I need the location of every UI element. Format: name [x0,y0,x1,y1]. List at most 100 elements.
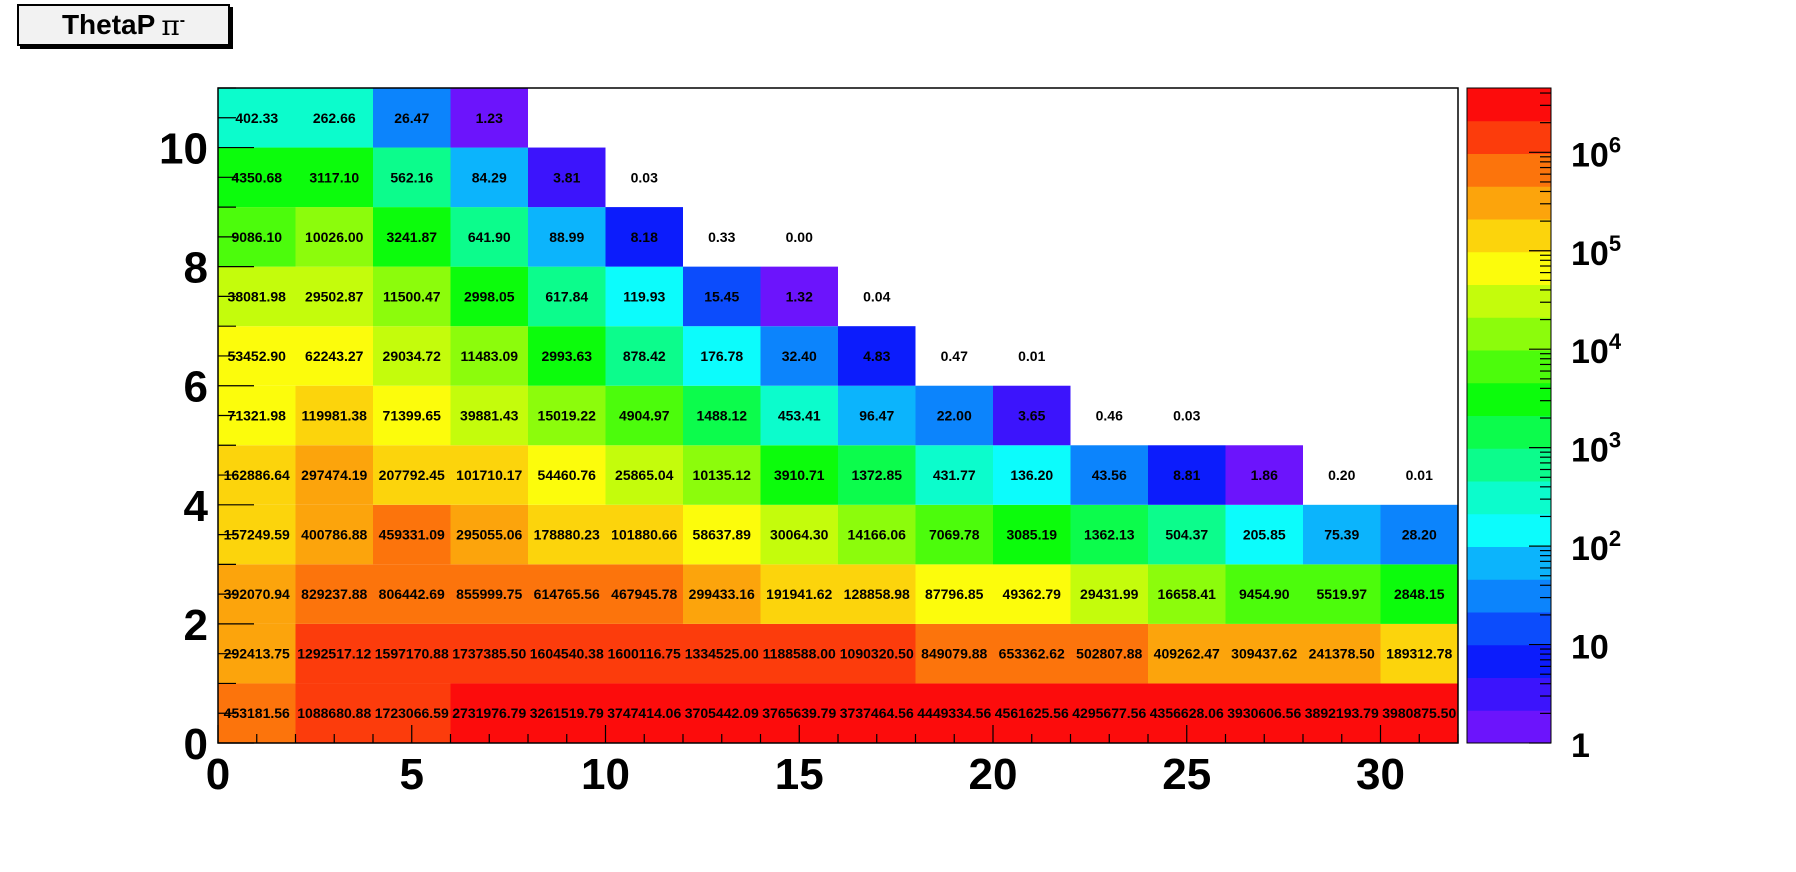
heatmap-cell [605,564,683,624]
heatmap-cell [1148,445,1226,505]
heatmap-cell [1303,683,1381,743]
cell-value-label: 1488.12 [696,408,747,424]
heatmap-cell [295,88,373,148]
cell-value-label: 1723066.59 [375,705,449,721]
heatmap-cell [450,326,528,386]
cell-value-label: 16658.41 [1158,586,1217,602]
heatmap-cell [1303,504,1381,565]
heatmap-cell [760,266,838,327]
cell-value-label: 502807.88 [1076,646,1142,662]
heatmap-cell [760,623,838,684]
cell-value-label: 3910.71 [774,467,825,483]
heatmap-cell [838,623,916,684]
heatmap-cell [450,147,528,208]
cell-value-label: 459331.09 [379,527,445,543]
cell-value-label: 38081.98 [228,288,287,304]
heatmap-cell [450,683,528,743]
cell-value-label: 29502.87 [305,288,364,304]
cell-value-label: 3117.10 [309,169,359,185]
heatmap-cell [683,564,761,624]
cell-value-label: 189312.78 [1386,646,1452,662]
y-tick-label: 8 [184,244,208,293]
heatmap-cell [993,623,1071,684]
cell-value-label: 87796.85 [925,586,984,602]
y-axis: 0 2 4 6 8 10 [159,87,254,769]
cell-value-label: 2998.05 [464,288,515,304]
cell-value-label: 3241.87 [386,229,437,245]
cell-value-label: 617.84 [545,288,588,304]
x-tick-label: 5 [400,750,424,799]
heatmap-cell [915,683,993,743]
cell-value-label: 453181.56 [224,705,290,721]
color-scale-label: 1 [1571,727,1590,765]
cell-value-label: 3.81 [553,169,580,185]
heatmap-cell [373,207,451,267]
color-scale-exponent: 3 [1609,428,1621,453]
color-scale-label: 102 [1571,526,1621,568]
color-scale-band [1467,317,1551,351]
color-scale-label: 10 [1571,629,1609,667]
heatmap-cell [295,623,373,684]
cell-value-label: 641.90 [468,229,511,245]
heatmap-cell [528,326,606,386]
heatmap-cell [295,266,373,327]
cell-value-label: 0.04 [863,288,890,304]
cell-value-label: 241378.50 [1309,646,1375,662]
cell-value-label: 101710.17 [456,467,522,483]
cell-value-label: 297474.19 [301,467,367,483]
heatmap-cell [760,564,838,624]
heatmap-cell [1380,683,1458,743]
color-scale-label: 104 [1571,329,1622,371]
heatmap-cell [1225,504,1303,565]
heatmap-cell [1148,623,1226,684]
heatmap-cell [528,445,606,505]
color-scale-band [1467,579,1551,613]
cell-value-label: 504.37 [1165,527,1208,543]
cell-value-label: 409262.47 [1154,646,1220,662]
heatmap-cell [683,266,761,327]
cell-value-label: 71399.65 [383,408,442,424]
cell-value-label: 2993.63 [541,348,592,364]
heatmap-cell [295,385,373,446]
heatmap-cell [528,147,606,208]
cell-value-label: 0.46 [1096,408,1123,424]
cell-value-label: 4904.97 [619,408,670,424]
cell-value-label: 1090320.50 [840,646,914,662]
heatmap-cell [915,504,993,565]
color-scale-band [1467,186,1551,220]
x-tick-label: 20 [969,750,1018,799]
cell-value-label: 25865.04 [615,467,674,483]
cell-value-label: 191941.62 [766,586,832,602]
cell-value-label: 4350.68 [231,169,282,185]
heatmap-cell [838,504,916,565]
cell-value-label: 62243.27 [305,348,364,364]
cell-value-label: 3930606.56 [1227,705,1301,721]
cell-value-label: 0.47 [941,348,968,364]
cell-value-label: 4449334.56 [917,705,991,721]
color-scale-exponent: 4 [1609,329,1622,354]
color-scale-band [1467,612,1551,646]
heatmap-cell [450,445,528,505]
color-scale-band [1467,219,1551,253]
color-scale-band [1467,88,1551,122]
heatmap-cell [838,326,916,386]
x-tick-label: 25 [1162,750,1211,799]
heatmap-cell [993,504,1071,565]
heatmap-cell [528,564,606,624]
heatmap-cell [915,445,993,505]
cell-value-label: 162886.64 [224,467,290,483]
cell-value-label: 29034.72 [383,348,442,364]
x-tick-label: 15 [775,750,824,799]
heatmap-cell [450,564,528,624]
cell-value-label: 10135.12 [693,467,752,483]
cell-value-label: 1362.13 [1084,527,1135,543]
color-scale-band [1467,710,1551,744]
heatmap-cell [373,266,451,327]
cell-value-label: 178880.23 [534,527,600,543]
title-text: ThetaP [61,9,156,40]
cell-value-label: 0.00 [786,229,813,245]
cell-value-label: 431.77 [933,467,976,483]
heatmap-cell [528,623,606,684]
heatmap-cell [993,564,1071,624]
